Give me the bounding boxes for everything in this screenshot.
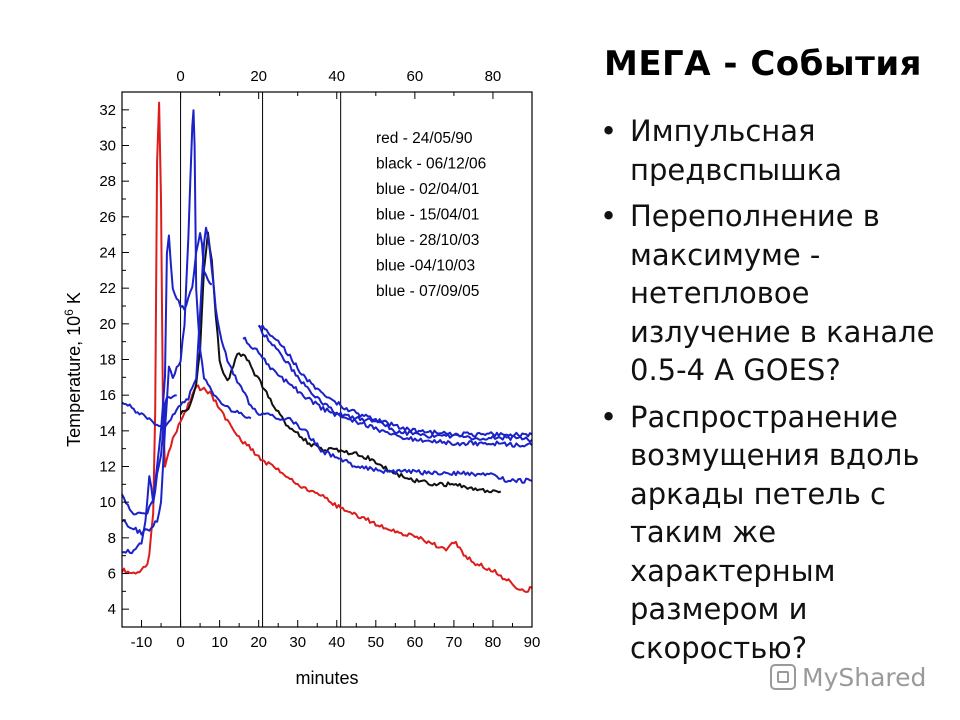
legend-entry: black - 06/12/06	[376, 156, 486, 173]
y-tick-label: 18	[99, 352, 116, 369]
y-axis-label-unit: K	[64, 292, 84, 309]
top-x-tick-label: 40	[328, 68, 345, 85]
series-line	[121, 394, 177, 555]
legend-entry: red - 24/05/90	[376, 130, 473, 147]
top-x-tick-label: 20	[250, 68, 267, 85]
top-x-tick-label: 80	[485, 68, 502, 85]
legend-entry: blue - 15/04/01	[376, 207, 479, 224]
bullet-item: • Распространение возмущения вдоль аркады…	[596, 398, 946, 668]
y-tick-label: 32	[99, 102, 116, 119]
y-tick-label: 8	[108, 530, 116, 547]
x-tick-label: 90	[524, 634, 541, 651]
y-tick-label: 28	[99, 173, 116, 190]
legend-entry: blue - 02/04/01	[376, 181, 479, 198]
legend-entry: blue - 28/10/03	[376, 232, 479, 249]
bullet-text: Импульсная предвспышка	[630, 114, 842, 187]
x-tick-label: 10	[211, 634, 228, 651]
x-tick-label: -10	[131, 634, 153, 651]
series-line	[242, 336, 533, 448]
myshared-logo-icon	[770, 664, 796, 690]
bullet-text: Переполнение в максимуме - нетепловое из…	[630, 199, 935, 387]
y-axis-label: Temperature, 106 K	[62, 292, 84, 447]
bullet-item: • Импульсная предвспышка	[596, 112, 946, 189]
series-line	[121, 232, 213, 516]
legend-entry: blue - 07/09/05	[376, 283, 479, 300]
y-tick-label: 12	[99, 459, 116, 476]
bullet-list: • Импульсная предвспышка • Переполнение в …	[596, 112, 946, 675]
y-tick-label: 10	[99, 494, 116, 511]
y-tick-label: 20	[99, 316, 116, 333]
x-tick-label: 80	[485, 634, 502, 651]
top-x-tick-label: 0	[176, 68, 184, 85]
watermark-text: MyShared	[802, 662, 927, 692]
y-tick-label: 22	[99, 280, 116, 297]
chart-grid	[180, 92, 342, 627]
y-axis-label-exponent: 6	[62, 309, 76, 316]
chart-legend: red - 24/05/90 black - 06/12/06 blue - 02/…	[376, 130, 486, 300]
chart-ticks: -10 0 10 20 30 40 50 60 70 80 90 0 20 40 60 80 4 6 8 10 12 14…	[99, 68, 540, 651]
bullet-dot-icon: •	[600, 199, 618, 233]
legend-entry: blue -04/10/03	[376, 258, 475, 275]
y-tick-label: 14	[99, 423, 116, 440]
y-tick-label: 16	[99, 387, 116, 404]
x-tick-label: 20	[250, 634, 267, 651]
bullet-item: • Переполнение в максимуме - нетепловое и…	[596, 197, 946, 390]
series-line	[179, 231, 502, 494]
series-line	[121, 226, 533, 484]
x-axis-label: minutes	[295, 668, 358, 688]
x-tick-label: 30	[289, 634, 306, 651]
y-axis-label-main: Temperature, 10	[64, 316, 84, 447]
series-line	[257, 324, 533, 438]
series-line	[257, 324, 533, 443]
top-x-tick-label: 60	[407, 68, 424, 85]
series-line	[121, 109, 252, 536]
y-tick-label: 6	[108, 566, 116, 583]
y-tick-label: 24	[99, 245, 116, 262]
watermark: MyShared	[770, 660, 926, 694]
y-tick-label: 4	[108, 601, 116, 618]
x-tick-label: 50	[367, 634, 384, 651]
slide-title: МЕГА - События	[604, 44, 922, 84]
y-tick-label: 30	[99, 138, 116, 155]
y-tick-label: 26	[99, 209, 116, 226]
chart-series	[121, 101, 533, 593]
series-line	[121, 101, 533, 593]
x-tick-label: 0	[176, 634, 184, 651]
bullet-dot-icon: •	[600, 114, 618, 148]
bullet-dot-icon: •	[600, 399, 618, 434]
x-tick-label: 70	[446, 634, 463, 651]
x-tick-label: 60	[407, 634, 424, 651]
x-tick-label: 40	[328, 634, 345, 651]
bullet-text: Распространение возмущения вдоль аркады …	[630, 399, 920, 665]
